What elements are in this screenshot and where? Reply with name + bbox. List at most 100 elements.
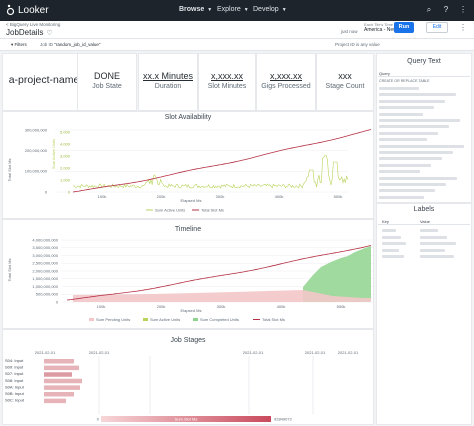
filters-toggle[interactable]: ▾ Filters [11, 42, 27, 47]
series-total-slot-ms [72, 129, 372, 193]
labels-row [378, 228, 470, 234]
legend-item[interactable]: Sum Active Units [150, 317, 180, 322]
kpi-stage-count: xxx Stage Count [316, 53, 374, 111]
query-text-line [379, 131, 438, 135]
nav-explore[interactable]: Explore ▼ [217, 6, 249, 13]
query-text-tile: Query Text Query CREATE OR REPLACE TABLE [376, 53, 472, 203]
y2-tick-label: 2,000 [60, 165, 71, 170]
query-text-line [379, 112, 423, 116]
label-key [382, 255, 404, 258]
dashboard-header [0, 21, 474, 39]
label-value [420, 242, 456, 245]
query-column-header[interactable]: Query [378, 71, 470, 77]
more-menu-icon[interactable]: ⋮ [459, 23, 467, 32]
help-icon[interactable]: ? [443, 5, 449, 14]
kpi-slot-minutes: x,xxx.xx Slot Minutes [198, 53, 256, 111]
kpi-value[interactable]: xx.x Minutes [142, 71, 193, 81]
edit-button[interactable]: Edit [426, 22, 448, 33]
legend-item[interactable]: Total Slot Ms [201, 208, 224, 213]
query-text-line [379, 163, 431, 167]
query-text-line [379, 157, 442, 161]
logo-text: Looker [18, 4, 49, 16]
query-first-row: CREATE OR REPLACE TABLE [379, 79, 430, 83]
apps-icon[interactable]: ⋮ [459, 5, 467, 14]
y-tick-label: 200,000,000 [25, 148, 48, 153]
nav-develop[interactable]: Develop ▼ [253, 6, 287, 13]
x-tick-label: 100k [98, 194, 107, 199]
color-legend-label: Sum Slot Ms [175, 417, 198, 422]
chevron-down-icon: ▼ [281, 6, 287, 13]
x-tick-label: 300k [217, 304, 226, 309]
date-tick-label: 2021-02-01 [243, 350, 264, 355]
x-tick-label: 500k [334, 194, 343, 199]
legend-item[interactable]: Sum Completed Units [200, 317, 239, 322]
stage-label: S0C: Input [5, 398, 25, 403]
kpi-value[interactable]: x,xxx.xx [210, 71, 243, 81]
kpi-label: Duration [154, 83, 182, 90]
nav-develop-label: Develop [253, 6, 279, 13]
timeline-chart: 0 500,000,000 1,000,000,000 1,500,000,000 2,… [7, 237, 373, 322]
timezone-value: America - New York [364, 27, 408, 33]
series-sum-completed-units [303, 246, 371, 302]
stage-label: S09: Input [5, 365, 24, 370]
date-tick-label: 2021-02-01 [35, 350, 56, 355]
y2-tick-label: 1,000 [60, 177, 71, 182]
label-key [382, 242, 406, 245]
x-tick-label: 500k [337, 304, 346, 309]
label-key [382, 235, 401, 239]
y-tick-label: 2,500,000,000 [32, 261, 58, 266]
slot-availability-chart: 0 100,000,000 200,000,000 300,000,000 0 1,00… [7, 127, 372, 213]
query-text-line [379, 87, 419, 90]
looker-logo[interactable]: Looker [6, 4, 49, 16]
y2-tick-label: 0 [68, 189, 71, 194]
nav-browse[interactable]: Browse ▼ [179, 6, 212, 13]
stage-bar[interactable] [44, 372, 72, 377]
job-id-value: "random_job_id_value" [54, 42, 101, 47]
stage-label: S0B: Input [5, 391, 25, 396]
stage-bar[interactable] [44, 398, 66, 404]
heart-icon[interactable]: ♡ [46, 29, 53, 37]
nav-browse-label: Browse [179, 6, 205, 13]
x-tick-label: 200k [157, 304, 166, 309]
kpi-label: Slot Minutes [207, 83, 247, 90]
label-value [420, 235, 447, 239]
y2-tick-label: 5,000 [60, 129, 71, 134]
job-id-filter[interactable]: Job ID "random_job_id_value" [40, 42, 101, 47]
x-tick-label: 400k [277, 304, 286, 309]
legend: Sum Pending Units Sum Active Units Sum C… [89, 317, 285, 322]
labels-key-header[interactable]: Key [382, 219, 389, 224]
stage-bar[interactable] [44, 365, 79, 371]
labels-row [378, 254, 470, 260]
y-tick-label: 300,000,000 [25, 127, 48, 132]
kpi-job-state: DONE Job State [77, 53, 137, 111]
date-tick-label: 2021-02-01 [338, 350, 359, 355]
date-tick-label: 2021-02-01 [89, 350, 110, 355]
stage-bar[interactable] [44, 378, 82, 384]
search-icon[interactable]: ⌕ [426, 5, 432, 14]
query-text-line [379, 176, 457, 180]
series-sum-pending-units [73, 290, 371, 302]
query-text-line [379, 106, 434, 110]
stage-bar[interactable] [44, 385, 80, 390]
x-tick-label: 100k [97, 304, 106, 309]
legend-item[interactable]: Sum Active Units [155, 208, 185, 213]
legend-item[interactable]: Total Slot Ms [262, 317, 285, 322]
y-tick-label: 0 [56, 299, 59, 304]
query-text-title: Query Text [407, 58, 441, 65]
y-tick-label: 3,500,000,000 [32, 245, 58, 250]
breadcrumb[interactable]: < BigQuery Live Monitoring [6, 22, 61, 27]
kpi-value[interactable]: x,xxx.xx [269, 71, 302, 81]
query-text-line [379, 151, 453, 154]
label-key [382, 229, 396, 232]
stage-bar[interactable] [44, 392, 74, 397]
run-button[interactable]: Run [394, 22, 414, 33]
legend-swatch [193, 318, 198, 321]
labels-value-header[interactable]: Value [420, 219, 430, 224]
x-tick-label: 400k [275, 194, 284, 199]
kpi-duration: xx.x Minutes Duration [138, 53, 198, 111]
stage-bar[interactable] [44, 359, 74, 364]
labels-title: Labels [413, 206, 435, 213]
series-total-slot-ms [66, 245, 372, 301]
project-id-filter[interactable]: Project ID is any value [335, 42, 380, 47]
legend-item[interactable]: Sum Pending Units [96, 317, 130, 322]
